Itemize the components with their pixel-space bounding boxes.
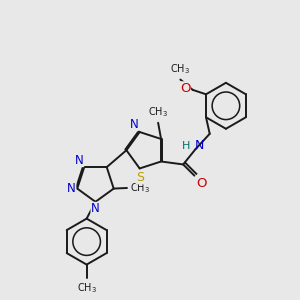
Text: N: N bbox=[67, 182, 76, 195]
Text: H: H bbox=[182, 141, 190, 151]
Text: CH$_3$: CH$_3$ bbox=[148, 105, 168, 119]
Text: N: N bbox=[75, 154, 84, 166]
Text: CH$_3$: CH$_3$ bbox=[76, 282, 97, 296]
Text: CH$_3$: CH$_3$ bbox=[170, 62, 190, 76]
Text: O: O bbox=[180, 82, 190, 95]
Text: O: O bbox=[197, 177, 207, 190]
Text: CH$_3$: CH$_3$ bbox=[130, 181, 151, 195]
Text: N: N bbox=[195, 139, 204, 152]
Text: S: S bbox=[136, 171, 144, 184]
Text: N: N bbox=[91, 202, 100, 215]
Text: N: N bbox=[129, 118, 138, 130]
